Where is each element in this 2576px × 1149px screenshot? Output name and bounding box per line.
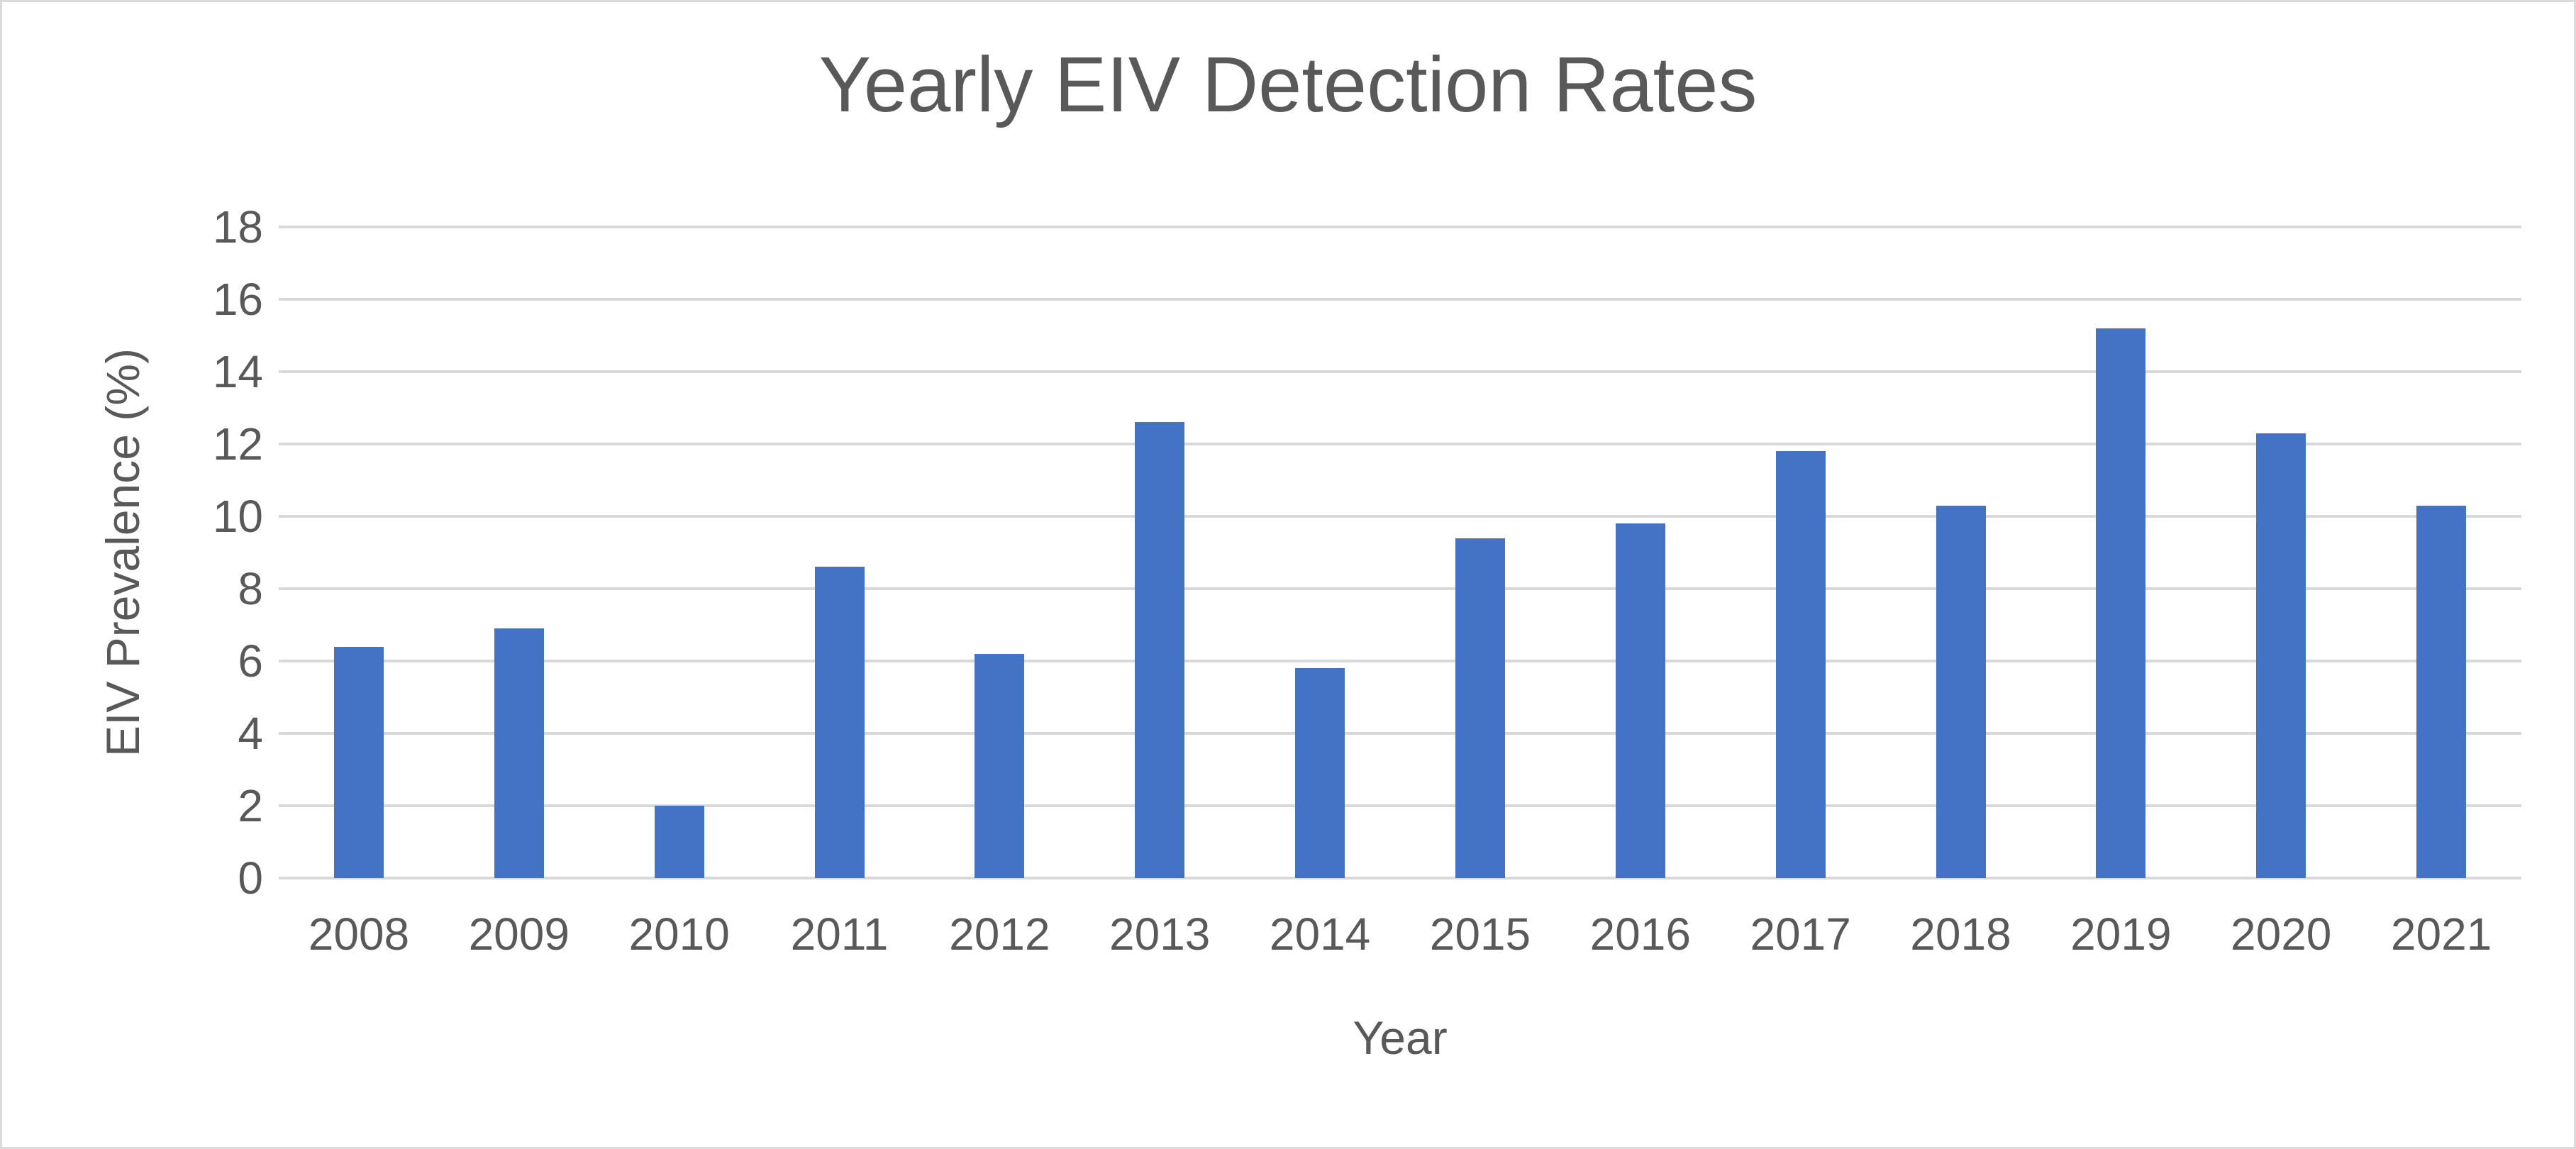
x-tick-label: 2013 xyxy=(1109,909,1211,960)
bar-2017 xyxy=(1775,451,1826,878)
y-tick-label: 2 xyxy=(238,780,263,831)
gridline xyxy=(279,732,2521,735)
y-axis-tick-labels: 0 2 4 6 8 10 12 14 16 18 xyxy=(2,204,263,901)
bar-2014 xyxy=(1295,668,1345,878)
x-tick-label: 2020 xyxy=(2231,909,2332,960)
bar-2010 xyxy=(654,806,704,878)
y-tick-label: 10 xyxy=(212,491,263,542)
y-tick-label: 0 xyxy=(238,853,263,904)
x-axis-tick-labels: 2008 2009 2010 2011 2012 2013 2014 2015 2016 2017… xyxy=(279,907,2521,964)
chart-title: Yearly EIV Detection Rates xyxy=(818,41,1758,128)
x-tick-label: 2015 xyxy=(1429,909,1531,960)
bar-2008 xyxy=(333,646,384,878)
x-tick-label: 2011 xyxy=(790,909,889,960)
x-tick-label: 2016 xyxy=(1589,909,1691,960)
y-tick-label: 14 xyxy=(212,346,263,397)
bar-2016 xyxy=(1615,523,1665,878)
y-tick-label: 8 xyxy=(238,563,263,614)
x-axis-line xyxy=(279,877,2521,879)
bar-2020 xyxy=(2256,433,2306,878)
gridline xyxy=(279,370,2521,373)
x-tick-label: 2017 xyxy=(1750,909,1851,960)
bar-2018 xyxy=(1936,505,1986,878)
x-tick-label: 2019 xyxy=(2070,909,2172,960)
x-tick-label: 2014 xyxy=(1269,909,1371,960)
bar-2012 xyxy=(975,653,1025,878)
x-tick-label: 2021 xyxy=(2390,909,2492,960)
bar-2019 xyxy=(2096,328,2146,878)
plot-area xyxy=(279,226,2521,879)
bar-2021 xyxy=(2416,505,2467,878)
bar-2009 xyxy=(494,628,544,878)
gridline xyxy=(279,443,2521,445)
gridline xyxy=(279,660,2521,662)
gridline xyxy=(279,226,2521,228)
y-tick-label: 12 xyxy=(212,418,263,470)
bar-2011 xyxy=(814,567,865,878)
gridline xyxy=(279,298,2521,301)
x-tick-label: 2018 xyxy=(1910,909,2011,960)
y-tick-label: 16 xyxy=(212,274,263,325)
x-tick-label: 2008 xyxy=(308,909,410,960)
x-tick-label: 2010 xyxy=(628,909,730,960)
bar-2013 xyxy=(1135,422,1185,878)
gridline xyxy=(279,515,2521,518)
y-tick-label: 6 xyxy=(238,635,263,687)
x-tick-label: 2009 xyxy=(468,909,570,960)
x-tick-label: 2012 xyxy=(949,909,1050,960)
y-tick-label: 4 xyxy=(238,708,263,759)
y-tick-label: 18 xyxy=(212,201,263,252)
gridline xyxy=(279,804,2521,807)
gridline xyxy=(279,587,2521,590)
x-axis-title: Year xyxy=(1353,1011,1448,1064)
bar-2015 xyxy=(1455,538,1505,878)
